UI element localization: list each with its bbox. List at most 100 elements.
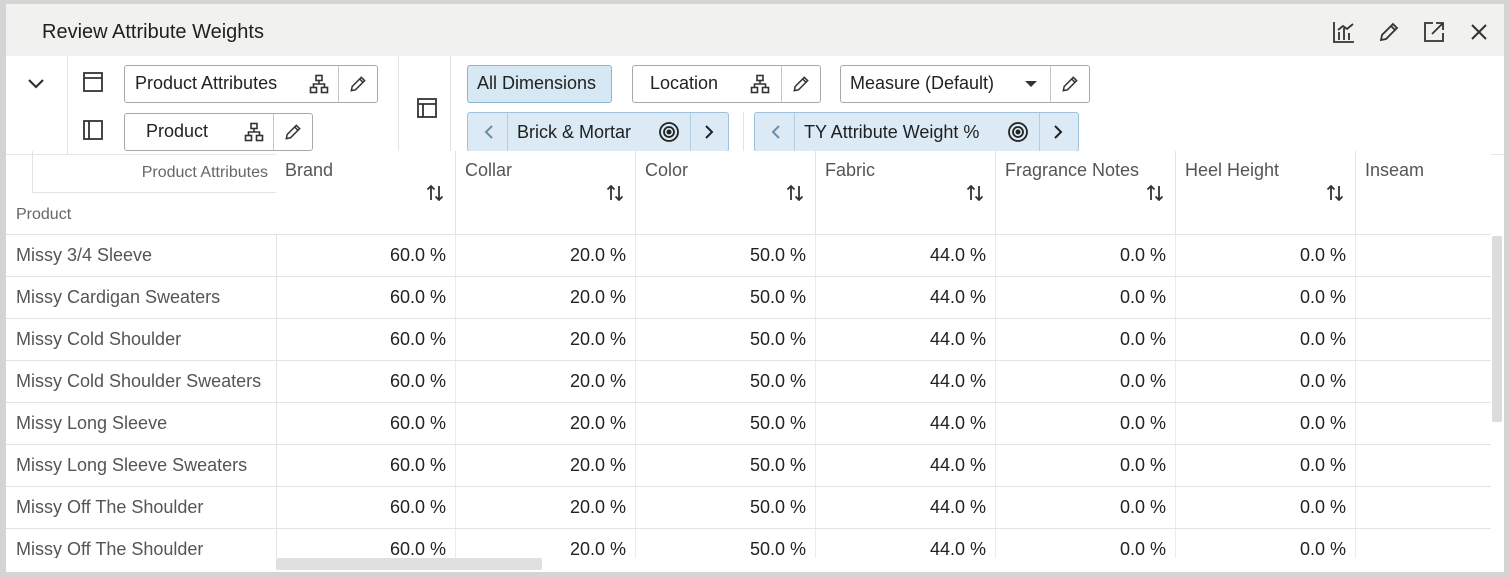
grid-cell[interactable]: 44.0 %	[929, 455, 986, 475]
row-dimension-corner[interactable]: Product Attributes	[32, 151, 276, 193]
row-header-label[interactable]: Missy Long Sleeve Sweaters	[16, 455, 248, 475]
hierarchy-icon[interactable]	[301, 66, 337, 102]
collapse-toolbar-button[interactable]	[22, 70, 50, 98]
edit-icon[interactable]	[339, 66, 377, 102]
column-header[interactable]: Fragrance Notes	[996, 151, 1176, 235]
grid-cell[interactable]: 0.0 %	[1299, 245, 1346, 265]
grid-cell[interactable]: 20.0 %	[569, 287, 626, 307]
row-header-label[interactable]: Missy Long Sleeve	[16, 413, 168, 433]
row-header-label[interactable]: Missy 3/4 Sleeve	[16, 245, 153, 265]
grid-cell[interactable]: 20.0 %	[569, 455, 626, 475]
grid-cell[interactable]: 0.0 %	[1119, 245, 1166, 265]
measure-dimension-chip[interactable]: Measure (Default)	[840, 65, 1090, 103]
column-header[interactable]: Collar	[456, 151, 636, 235]
grid-cell[interactable]: 0.0 %	[1119, 371, 1166, 391]
grid-cell[interactable]: 0.0 %	[1119, 287, 1166, 307]
grid-cell[interactable]: 20.0 %	[569, 245, 626, 265]
grid-cell[interactable]: 10	[1356, 245, 1491, 266]
column-header[interactable]: Color	[636, 151, 816, 235]
grid-cell[interactable]: 44.0 %	[929, 497, 986, 517]
location-navigator[interactable]: Brick & Mortar	[467, 112, 729, 152]
grid-cell[interactable]: 0.0 %	[1119, 455, 1166, 475]
chevron-left-icon[interactable]	[759, 113, 793, 151]
grid-cell[interactable]: 60.0 %	[389, 413, 446, 433]
grid-cell[interactable]: 20.0 %	[569, 497, 626, 517]
grid-cell[interactable]: 0.0 %	[1299, 371, 1346, 391]
grid-cell[interactable]: 20.0 %	[569, 413, 626, 433]
caret-down-icon[interactable]	[1013, 66, 1049, 102]
grid-cell[interactable]: 50.0 %	[749, 245, 806, 265]
grid-cell[interactable]: 20.0 %	[569, 329, 626, 349]
chevron-left-icon[interactable]	[472, 113, 506, 151]
grid-cell[interactable]: 50.0 %	[749, 413, 806, 433]
grid-cell[interactable]: 10	[1356, 455, 1491, 476]
grid-cell[interactable]: 44.0 %	[929, 287, 986, 307]
column-header[interactable]: Fabric	[816, 151, 996, 235]
grid-cell[interactable]: 0.0 %	[1299, 539, 1346, 558]
column-header[interactable]: Brand	[276, 151, 456, 235]
grid-cell[interactable]: 10	[1356, 497, 1491, 518]
column-header[interactable]: Heel Height	[1176, 151, 1356, 235]
grid-cell[interactable]: 0.0 %	[1119, 497, 1166, 517]
grid-cell[interactable]: 0.0 %	[1119, 329, 1166, 349]
row-header-label[interactable]: Missy Cardigan Sweaters	[16, 287, 221, 307]
page-layout-icon[interactable]	[416, 97, 438, 124]
chevron-right-icon[interactable]	[691, 113, 727, 151]
horizontal-scrollbar[interactable]	[276, 558, 542, 570]
grid-cell[interactable]: 60.0 %	[389, 497, 446, 517]
vertical-scrollbar[interactable]	[1492, 236, 1502, 422]
grid-cell[interactable]: 0.0 %	[1299, 497, 1346, 517]
sort-icon[interactable]	[425, 183, 445, 208]
grid-cell[interactable]: 0.0 %	[1119, 539, 1166, 558]
grid-cell[interactable]: 44.0 %	[929, 245, 986, 265]
edit-icon[interactable]	[782, 66, 820, 102]
grid-cell[interactable]: 10	[1356, 539, 1491, 558]
grid-cell[interactable]: 60.0 %	[389, 245, 446, 265]
grid-cell[interactable]: 50.0 %	[749, 455, 806, 475]
close-icon[interactable]	[1466, 19, 1492, 45]
expand-icon[interactable]	[1421, 19, 1447, 45]
target-icon[interactable]	[999, 113, 1037, 151]
row-header-label[interactable]: Missy Off The Shoulder	[16, 539, 204, 558]
grid-cell[interactable]: 60.0 %	[389, 371, 446, 391]
toolbar-scrollbar[interactable]	[1506, 61, 1510, 107]
grid-cell[interactable]: 44.0 %	[929, 539, 986, 558]
all-dimensions-button[interactable]: All Dimensions	[467, 65, 612, 103]
grid-cell[interactable]: 0.0 %	[1299, 287, 1346, 307]
grid-cell[interactable]: 44.0 %	[929, 329, 986, 349]
row-header-label[interactable]: Missy Off The Shoulder	[16, 497, 204, 517]
location-dimension-chip[interactable]: Location	[632, 65, 821, 103]
grid-cell[interactable]: 10	[1356, 329, 1491, 350]
grid-cell[interactable]: 60.0 %	[389, 287, 446, 307]
edit-icon[interactable]	[1051, 66, 1089, 102]
grid-cell[interactable]: 44.0 %	[929, 413, 986, 433]
chevron-right-icon[interactable]	[1040, 113, 1076, 151]
grid-cell[interactable]: 10	[1356, 371, 1491, 392]
chart-icon[interactable]	[1331, 19, 1357, 45]
grid-cell[interactable]: 60.0 %	[389, 539, 446, 558]
sort-icon[interactable]	[1325, 183, 1345, 208]
row-header-label[interactable]: Missy Cold Shoulder	[16, 329, 182, 349]
column-header[interactable]: Inseam	[1356, 151, 1491, 235]
row-header-label[interactable]: Missy Cold Shoulder Sweaters	[16, 371, 262, 391]
grid-cell[interactable]: 50.0 %	[749, 539, 806, 558]
grid-cell[interactable]: 60.0 %	[389, 329, 446, 349]
sort-icon[interactable]	[785, 183, 805, 208]
grid-cell[interactable]: 20.0 %	[569, 371, 626, 391]
grid-cell[interactable]: 20.0 %	[569, 539, 626, 558]
sort-icon[interactable]	[605, 183, 625, 208]
grid-cell[interactable]: 0.0 %	[1299, 413, 1346, 433]
column-dimension-corner[interactable]: Product	[6, 193, 276, 235]
edit-icon[interactable]	[1376, 19, 1402, 45]
measure-navigator[interactable]: TY Attribute Weight %	[754, 112, 1079, 152]
grid-cell[interactable]: 50.0 %	[749, 287, 806, 307]
target-icon[interactable]	[650, 113, 688, 151]
hierarchy-icon[interactable]	[236, 114, 272, 150]
row-dimension-chip[interactable]: Product Attributes	[124, 65, 378, 103]
grid-cell[interactable]: 50.0 %	[749, 371, 806, 391]
grid-cell[interactable]: 0.0 %	[1299, 329, 1346, 349]
grid-cell[interactable]: 60.0 %	[389, 455, 446, 475]
grid-cell[interactable]: 10	[1356, 413, 1491, 434]
grid-cell[interactable]: 50.0 %	[749, 497, 806, 517]
grid-cell[interactable]: 0.0 %	[1119, 413, 1166, 433]
